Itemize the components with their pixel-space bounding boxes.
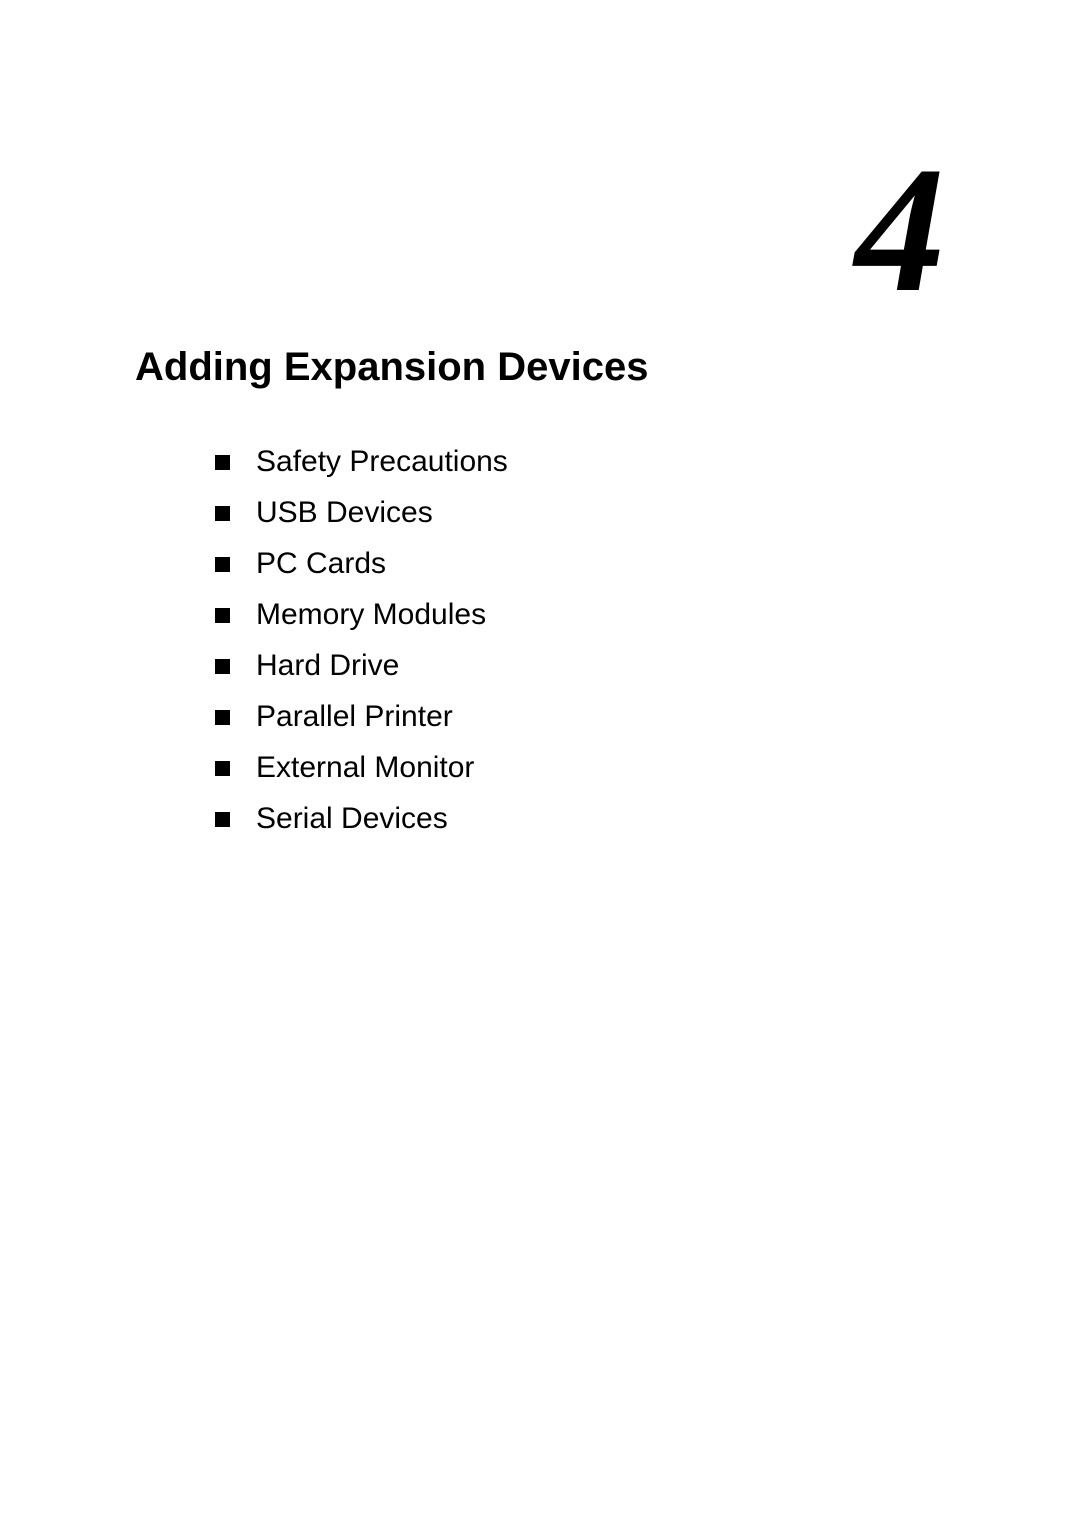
toc-item-text: Hard Drive	[256, 649, 399, 683]
bullet-icon	[215, 557, 230, 572]
toc-item: Hard Drive	[215, 649, 508, 683]
toc-item-text: USB Devices	[256, 496, 433, 530]
bullet-icon	[215, 812, 230, 827]
toc-item-text: PC Cards	[256, 547, 386, 581]
toc-item-text: Parallel Printer	[256, 700, 453, 734]
toc-item-text: External Monitor	[256, 751, 474, 785]
toc-item: USB Devices	[215, 496, 508, 530]
chapter-title: Adding Expansion Devices	[135, 345, 648, 390]
page-container: 4 Adding Expansion Devices Safety Precau…	[0, 0, 1080, 1530]
bullet-icon	[215, 608, 230, 623]
toc-item: Parallel Printer	[215, 700, 508, 734]
bullet-icon	[215, 710, 230, 725]
chapter-number: 4	[855, 140, 945, 320]
toc-item-text: Memory Modules	[256, 598, 486, 632]
toc-item: Serial Devices	[215, 802, 508, 836]
bullet-icon	[215, 659, 230, 674]
toc-item: Memory Modules	[215, 598, 508, 632]
toc-item: Safety Precautions	[215, 445, 508, 479]
toc-item-text: Safety Precautions	[256, 445, 508, 479]
toc-item-text: Serial Devices	[256, 802, 448, 836]
toc-item: PC Cards	[215, 547, 508, 581]
toc-list: Safety Precautions USB Devices PC Cards …	[215, 445, 508, 853]
bullet-icon	[215, 455, 230, 470]
toc-item: External Monitor	[215, 751, 508, 785]
bullet-icon	[215, 761, 230, 776]
bullet-icon	[215, 506, 230, 521]
